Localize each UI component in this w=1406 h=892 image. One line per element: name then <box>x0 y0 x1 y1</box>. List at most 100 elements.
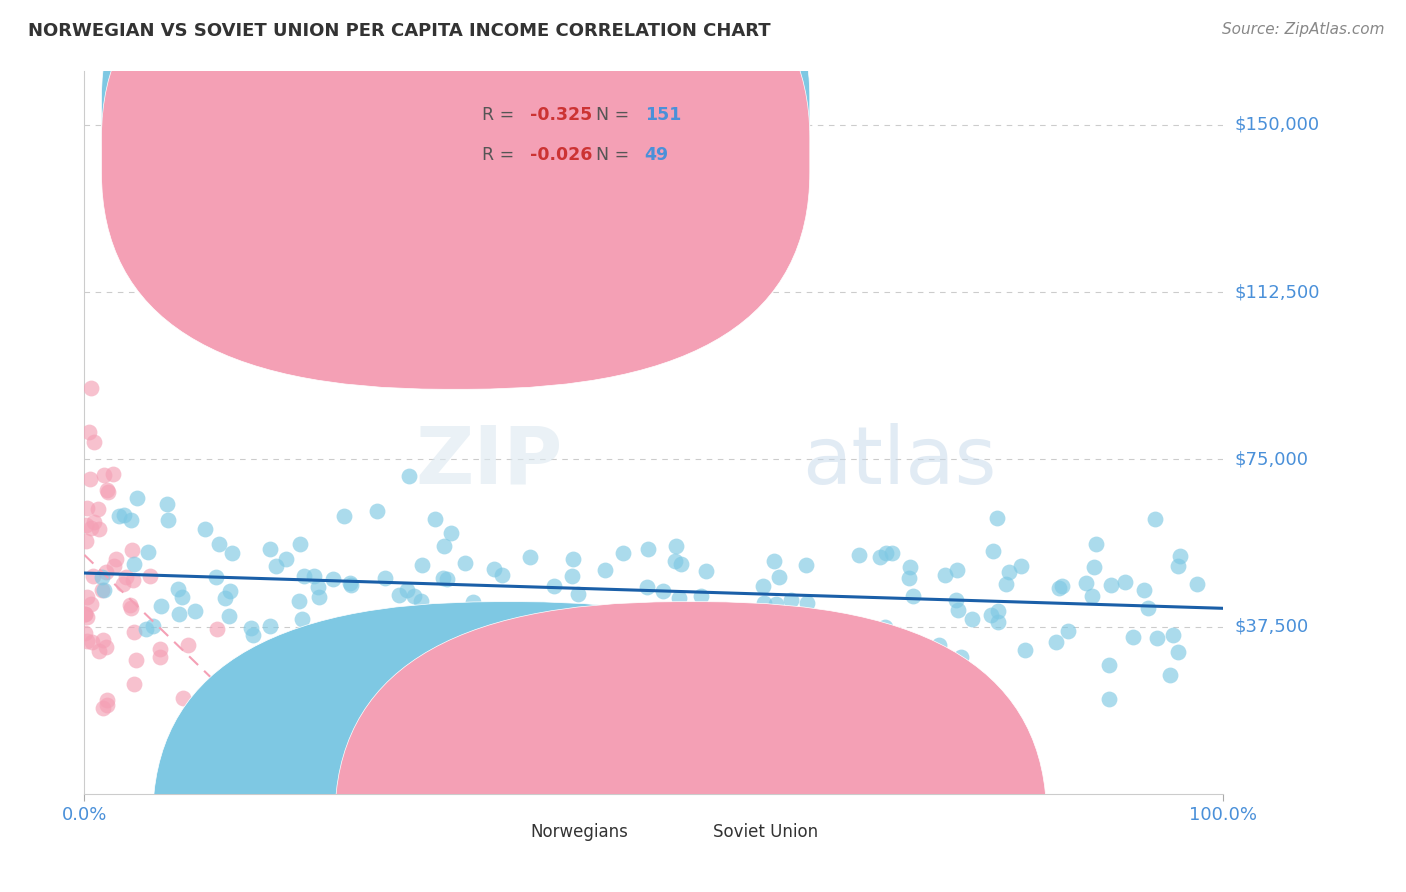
Point <box>755 628 778 642</box>
Text: NORWEGIAN VS SOVIET UNION PER CAPITA INCOME CORRELATION CHART: NORWEGIAN VS SOVIET UNION PER CAPITA INC… <box>28 22 770 40</box>
Point <box>366 503 388 517</box>
Point <box>425 512 447 526</box>
Point <box>1133 582 1156 597</box>
Point <box>91 582 114 597</box>
Point <box>987 604 1010 618</box>
Point <box>561 552 583 566</box>
Point <box>1084 537 1107 551</box>
Point <box>664 554 686 568</box>
Point <box>934 568 956 582</box>
Point <box>93 701 115 715</box>
Point <box>125 491 148 506</box>
Point <box>80 597 103 611</box>
Point <box>898 571 921 585</box>
Point <box>172 691 194 706</box>
Point <box>112 508 135 522</box>
Point <box>1083 560 1105 574</box>
Point <box>637 541 659 556</box>
Point <box>82 569 104 583</box>
Point <box>170 590 193 604</box>
Point <box>124 653 146 667</box>
Text: $112,500: $112,500 <box>1234 283 1320 301</box>
Point <box>75 607 97 621</box>
Point <box>395 583 418 598</box>
Point <box>304 569 326 583</box>
Point <box>94 640 117 654</box>
Text: R =: R = <box>482 106 520 124</box>
Point <box>83 515 105 529</box>
Point <box>869 550 891 565</box>
Text: 49: 49 <box>645 146 669 164</box>
Point <box>824 648 846 662</box>
Point <box>960 612 983 626</box>
Point <box>120 598 142 612</box>
Point <box>308 591 330 605</box>
Point <box>686 644 709 658</box>
Point <box>981 544 1004 558</box>
Point <box>658 627 681 641</box>
Point <box>291 612 314 626</box>
Point <box>491 568 513 582</box>
FancyBboxPatch shape <box>101 0 810 350</box>
Point <box>1167 559 1189 574</box>
Point <box>76 591 98 605</box>
Point <box>1098 658 1121 673</box>
Point <box>1014 643 1036 657</box>
Point <box>103 558 125 573</box>
Point <box>89 522 111 536</box>
Point <box>425 638 447 652</box>
Point <box>122 677 145 691</box>
Point <box>76 634 98 648</box>
Point <box>77 425 100 439</box>
Point <box>796 596 818 610</box>
Point <box>1146 631 1168 645</box>
Point <box>136 544 159 558</box>
Point <box>287 593 309 607</box>
Point <box>640 620 662 634</box>
Point <box>207 622 229 636</box>
Point <box>259 619 281 633</box>
Point <box>928 639 950 653</box>
Point <box>149 650 172 665</box>
Point <box>75 533 97 548</box>
Point <box>80 521 103 535</box>
Point <box>875 546 897 560</box>
Point <box>745 609 768 624</box>
Point <box>901 589 924 603</box>
Point <box>945 592 967 607</box>
Point <box>207 537 229 551</box>
Point <box>543 579 565 593</box>
Point <box>446 646 468 660</box>
Point <box>183 604 205 618</box>
Point <box>96 698 118 712</box>
Point <box>1137 601 1160 615</box>
Text: 151: 151 <box>645 106 681 124</box>
Point <box>408 651 430 665</box>
Text: -0.026: -0.026 <box>530 146 592 164</box>
Point <box>120 513 142 527</box>
Point <box>83 434 105 449</box>
Point <box>502 607 524 621</box>
Point <box>485 620 508 634</box>
Point <box>980 607 1002 622</box>
Point <box>87 644 110 658</box>
Point <box>945 563 967 577</box>
Point <box>671 557 693 571</box>
FancyBboxPatch shape <box>153 602 865 892</box>
Point <box>447 614 470 628</box>
Point <box>290 537 312 551</box>
Point <box>363 638 385 652</box>
Point <box>986 511 1008 525</box>
Text: $75,000: $75,000 <box>1234 450 1309 468</box>
Point <box>1099 578 1122 592</box>
Point <box>848 548 870 562</box>
Point <box>121 574 143 588</box>
Point <box>387 588 409 602</box>
Point <box>221 546 243 560</box>
Point <box>409 594 432 608</box>
Point <box>97 484 120 499</box>
FancyBboxPatch shape <box>423 78 800 176</box>
Point <box>494 620 516 634</box>
Point <box>307 580 329 594</box>
Point <box>652 584 675 599</box>
